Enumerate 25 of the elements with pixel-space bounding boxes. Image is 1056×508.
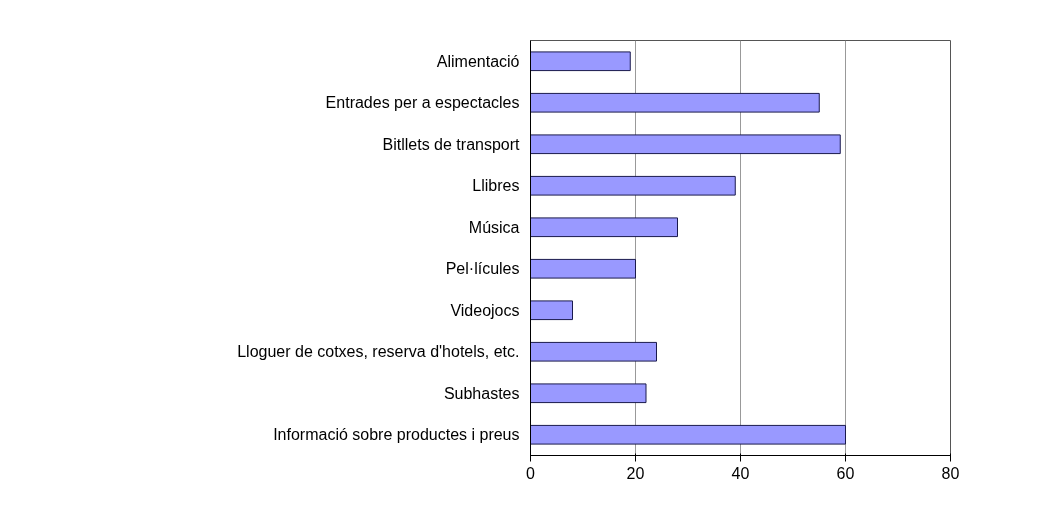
x-tick-label: 80 bbox=[941, 464, 960, 482]
y-tick-label: Videojocs bbox=[450, 301, 520, 319]
bar bbox=[530, 92, 820, 113]
y-tick-label: Música bbox=[468, 218, 520, 236]
bar bbox=[530, 258, 636, 279]
y-tick-label: Subhastes bbox=[443, 384, 520, 402]
y-tick-label: Lloguer de cotxes, reserva d'hotels, etc. bbox=[237, 343, 520, 361]
bar bbox=[530, 217, 678, 238]
bar bbox=[530, 134, 841, 155]
bar bbox=[530, 424, 846, 445]
bar bbox=[530, 383, 647, 404]
y-tick-label: Informació sobre productes i preus bbox=[273, 426, 520, 444]
x-tick-label: 20 bbox=[626, 464, 645, 482]
x-tick-label: 40 bbox=[731, 464, 750, 482]
y-tick-label: Pel·lícules bbox=[445, 260, 520, 278]
x-tick-label: 60 bbox=[836, 464, 855, 482]
x-tick-label: 0 bbox=[526, 464, 536, 482]
bar bbox=[530, 341, 657, 362]
bar bbox=[530, 300, 573, 321]
y-tick-label: Llibres bbox=[472, 177, 520, 195]
bar bbox=[530, 175, 736, 196]
y-tick-label: Alimentació bbox=[436, 52, 520, 70]
y-tick-label: Entrades per a espectacles bbox=[325, 94, 520, 112]
y-tick-label: Bitllets de transport bbox=[382, 135, 521, 153]
bar bbox=[530, 51, 631, 72]
